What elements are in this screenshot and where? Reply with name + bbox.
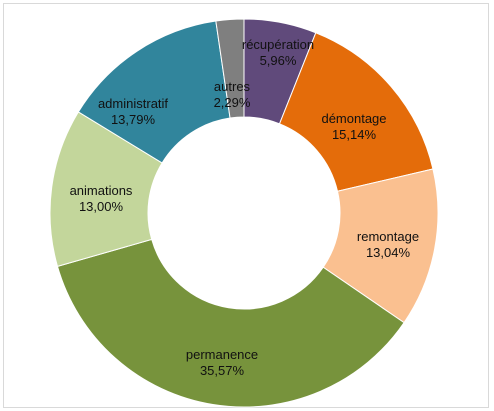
slice-value-permanence: 35,57% [200, 363, 245, 378]
slice-permanence [56, 238, 405, 408]
slice-value-remontage: 13,04% [366, 245, 411, 260]
slice-value-demontage: 15,14% [332, 127, 377, 142]
slice-value-animations: 13,00% [79, 199, 124, 214]
slice-label-recuperation: récupération [242, 37, 314, 52]
slice-label-permanence: permanence [186, 347, 258, 362]
slice-label-autres: autres [214, 79, 251, 94]
slice-label-animations: animations [70, 183, 133, 198]
donut-slices [49, 18, 439, 408]
slice-autres [215, 18, 245, 119]
slice-label-administratif: administratif [98, 96, 168, 111]
slice-label-remontage: remontage [357, 229, 419, 244]
slice-label-demontage: démontage [321, 111, 386, 126]
slice-value-autres: 2,29% [214, 95, 251, 110]
slice-value-administratif: 13,79% [111, 112, 156, 127]
slice-value-recuperation: 5,96% [260, 53, 297, 68]
slice-demontage [278, 32, 434, 192]
